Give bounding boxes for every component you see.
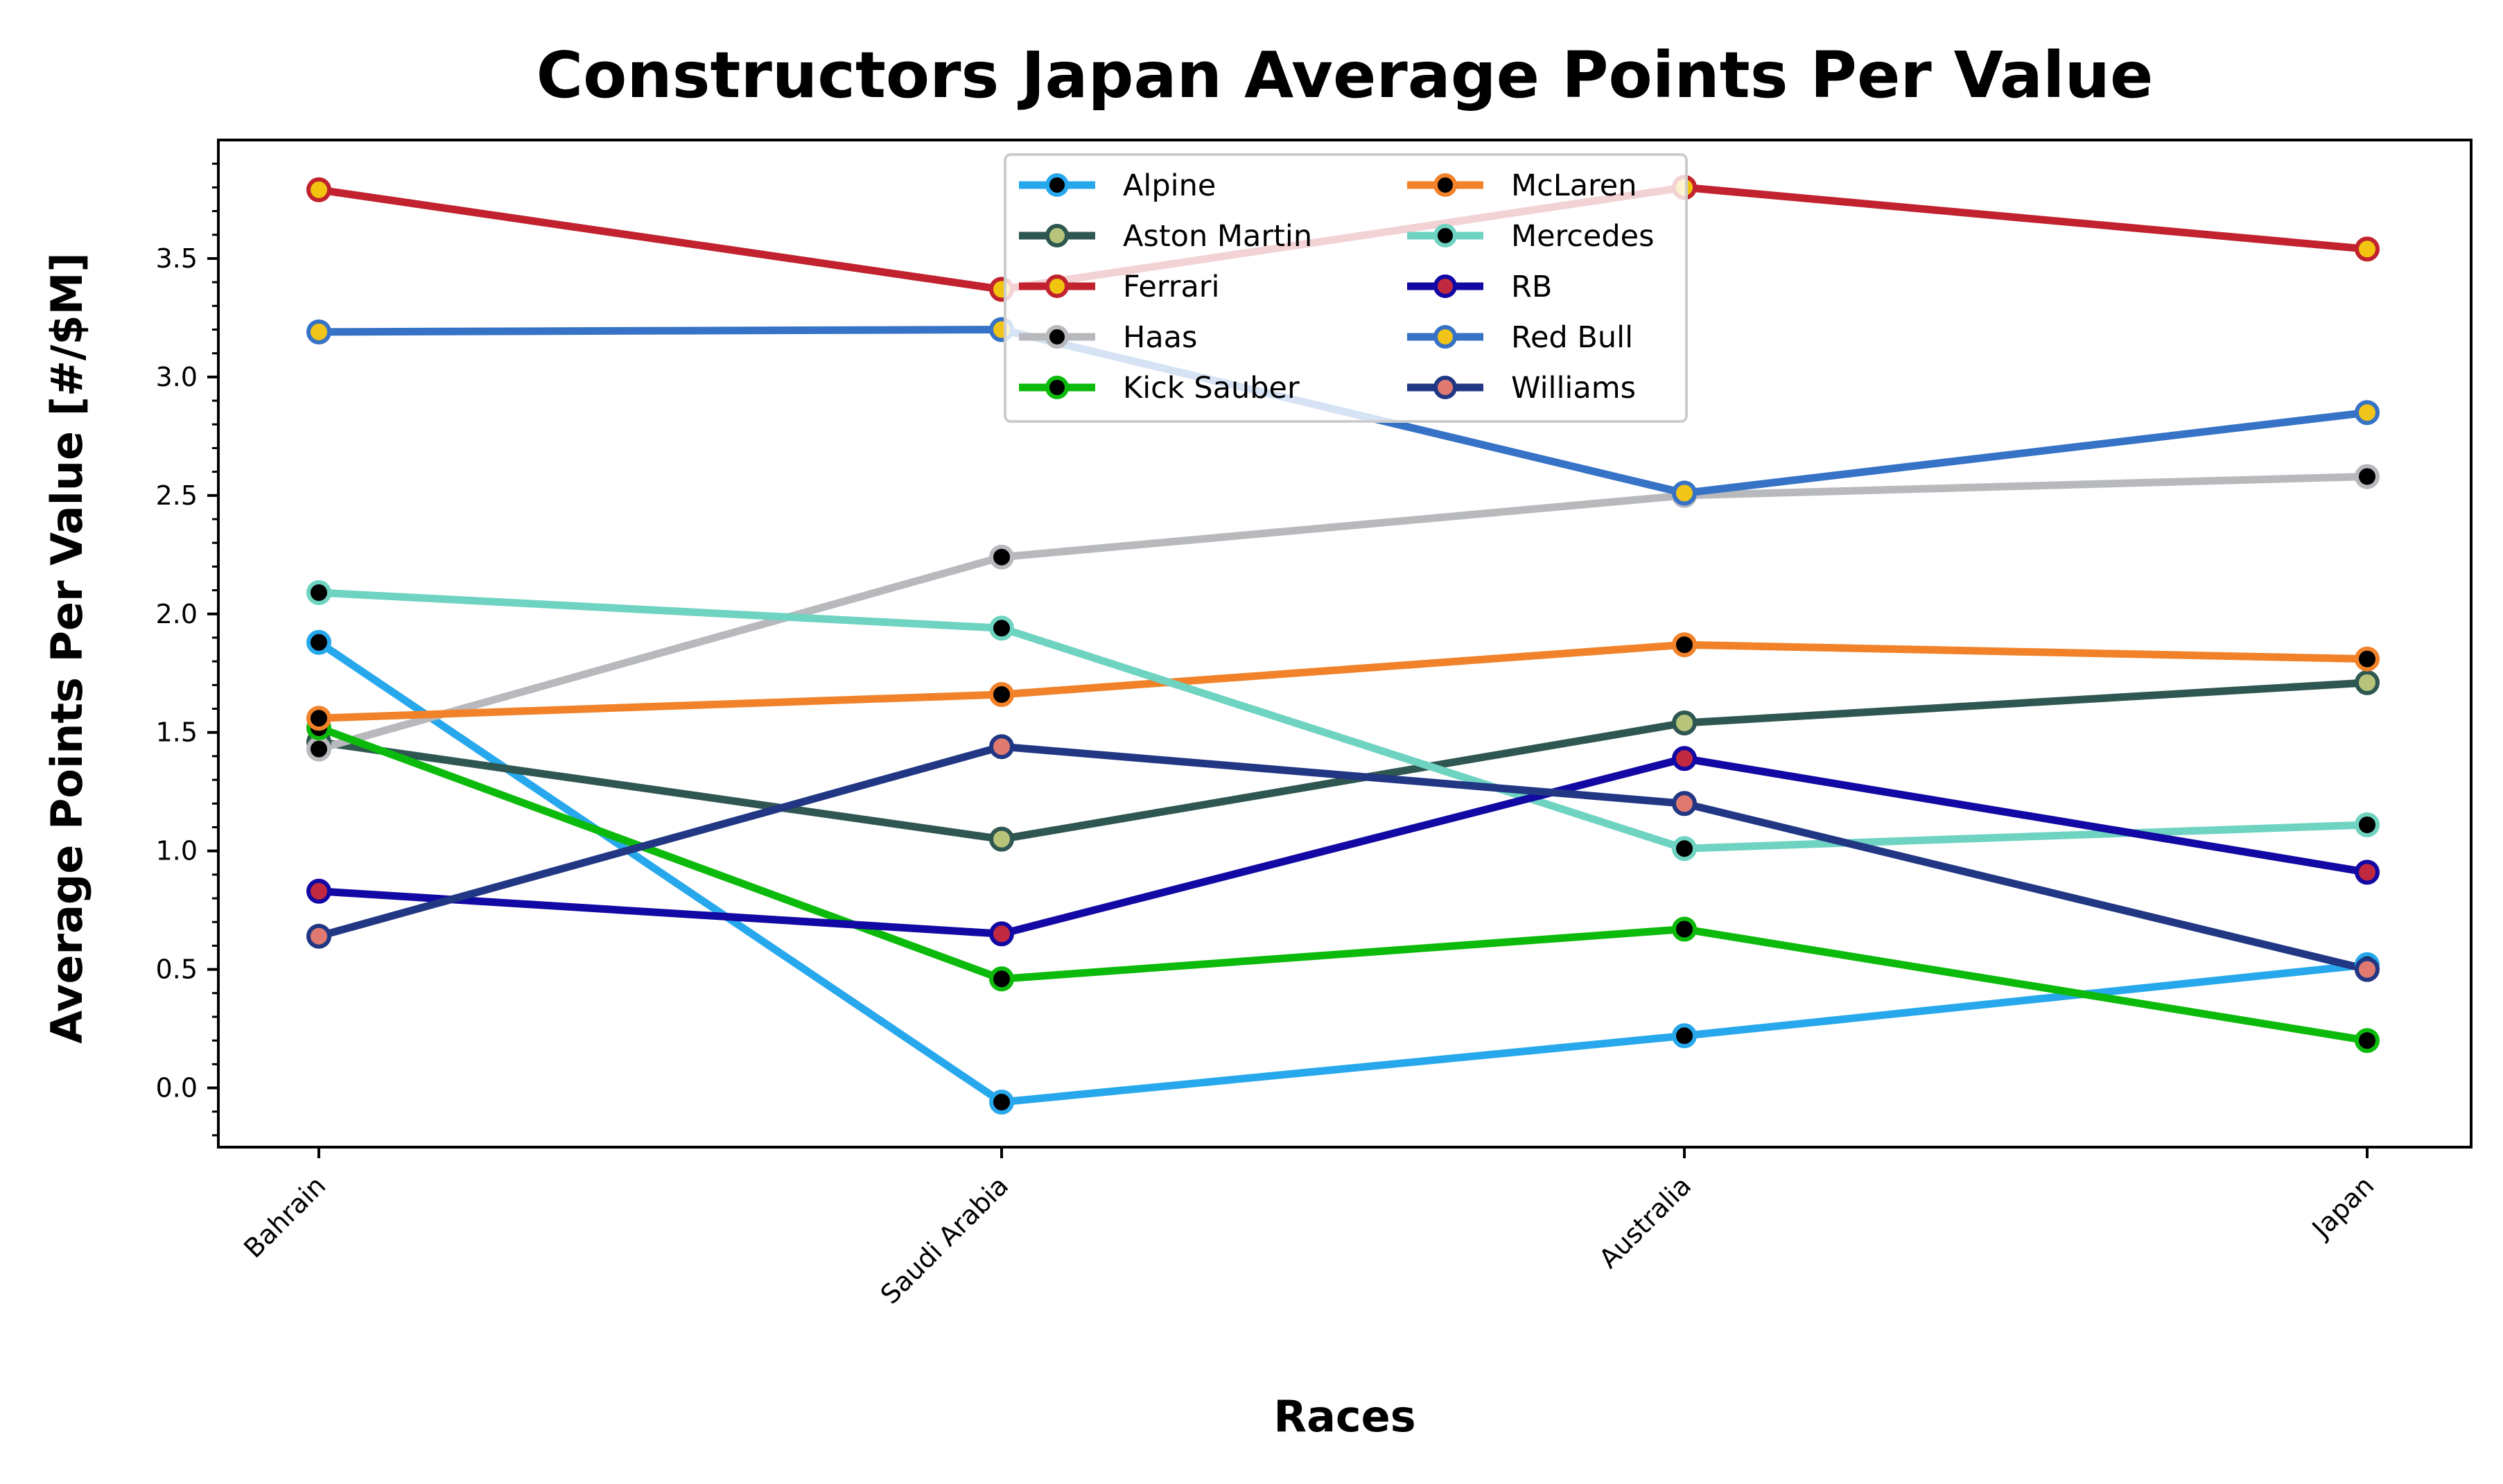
data-point-aston-martin-3 xyxy=(2355,670,2380,695)
y-tick-label: 3.0 xyxy=(156,362,198,392)
data-point-williams-2 xyxy=(1672,791,1697,817)
legend-marker-rb xyxy=(1433,274,1457,298)
legend-label-mclaren: McLaren xyxy=(1511,168,1637,203)
legend-marker-haas xyxy=(1045,325,1069,349)
data-point-williams-1 xyxy=(989,734,1014,760)
data-point-mclaren-3 xyxy=(2355,646,2380,672)
data-point-williams-3 xyxy=(2355,957,2380,982)
data-point-rb-2 xyxy=(1672,746,1697,771)
data-point-alpine-2 xyxy=(1672,1023,1697,1049)
series-line-rb xyxy=(315,754,2371,938)
data-point-kick-sauber-2 xyxy=(1672,916,1697,942)
data-point-kick-sauber-3 xyxy=(2355,1028,2380,1054)
data-point-mclaren-0 xyxy=(306,706,331,731)
chart-title: Constructors Japan Average Points Per Va… xyxy=(537,38,2154,112)
legend-marker-ferrari xyxy=(1045,274,1069,298)
data-point-mclaren-1 xyxy=(989,682,1014,707)
data-point-haas-0 xyxy=(306,736,331,762)
y-tick-label: 0.5 xyxy=(156,954,198,985)
data-point-aston-martin-1 xyxy=(989,826,1014,852)
series-line-kick-sauber xyxy=(315,724,2371,1045)
data-point-ferrari-0 xyxy=(306,177,331,202)
data-point-kick-sauber-1 xyxy=(989,966,1014,992)
data-point-williams-0 xyxy=(306,923,331,949)
legend-label-ferrari: Ferrari xyxy=(1123,270,1219,304)
data-point-mercedes-0 xyxy=(306,580,331,605)
plot-frame xyxy=(217,139,2473,1149)
data-point-haas-1 xyxy=(989,544,1014,570)
legend-label-mercedes: Mercedes xyxy=(1511,219,1655,254)
y-axis-label: Average Points Per Value [#/$M] xyxy=(42,252,92,1043)
series-markers xyxy=(306,175,2380,1115)
data-point-red-bull-3 xyxy=(2355,400,2380,426)
y-tick-label: 2.0 xyxy=(156,599,198,629)
legend-label-alpine: Alpine xyxy=(1123,168,1216,203)
y-tick-label: 1.0 xyxy=(156,836,198,866)
data-point-alpine-1 xyxy=(989,1090,1014,1115)
series-line-mclaren xyxy=(315,640,2371,722)
legend-label-williams: Williams xyxy=(1511,371,1636,405)
data-point-rb-3 xyxy=(2355,859,2380,885)
data-point-rb-1 xyxy=(989,921,1014,947)
legend-box xyxy=(1004,153,1688,423)
data-point-red-bull-0 xyxy=(306,319,331,344)
y-tick-label: 0.0 xyxy=(156,1073,198,1103)
legend-label-red-bull: Red Bull xyxy=(1511,320,1633,355)
legend-marker-williams xyxy=(1433,376,1457,399)
legend: Alpine Aston Martin Ferrari Haas Kick Sauber… xyxy=(1004,153,1688,423)
legend-label-rb: RB xyxy=(1511,270,1552,304)
data-point-mercedes-3 xyxy=(2355,812,2380,837)
data-point-mclaren-2 xyxy=(1672,632,1697,658)
y-tick-label: 1.5 xyxy=(156,717,198,748)
data-point-alpine-0 xyxy=(306,629,331,655)
data-point-mercedes-2 xyxy=(1672,836,1697,862)
series-line-aston-martin xyxy=(315,679,2371,844)
data-point-rb-0 xyxy=(306,878,331,904)
legend-marker-kick-sauber xyxy=(1045,376,1069,399)
legend-label-aston-martin: Aston Martin xyxy=(1123,219,1312,254)
legend-marker-aston-martin xyxy=(1045,224,1069,247)
legend-label-haas: Haas xyxy=(1123,320,1197,355)
data-point-mercedes-1 xyxy=(989,616,1014,641)
legend-label-kick-sauber: Kick Sauber xyxy=(1123,371,1300,405)
series-line-alpine xyxy=(315,638,2371,1106)
data-point-haas-3 xyxy=(2355,464,2380,489)
y-tick-label: 3.5 xyxy=(156,243,198,274)
x-axis-label: Races xyxy=(1273,1391,1415,1442)
legend-marker-mercedes xyxy=(1433,224,1457,247)
legend-marker-red-bull xyxy=(1433,325,1457,349)
data-point-red-bull-2 xyxy=(1672,480,1697,506)
series-line-mercedes xyxy=(315,588,2371,853)
series-line-williams xyxy=(315,742,2371,974)
data-point-aston-martin-2 xyxy=(1672,710,1697,735)
legend-marker-alpine xyxy=(1045,173,1069,197)
data-point-ferrari-3 xyxy=(2355,236,2380,262)
y-tick-label: 2.5 xyxy=(156,480,198,511)
legend-marker-mclaren xyxy=(1433,173,1457,197)
series-line-haas xyxy=(315,473,2371,753)
